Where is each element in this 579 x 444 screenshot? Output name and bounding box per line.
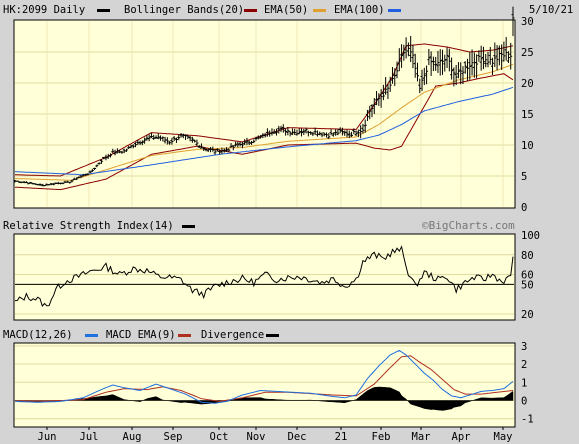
macd-legend-swatch: [85, 334, 98, 337]
price-overlays: [14, 43, 514, 191]
macd-signal-line: [15, 355, 514, 402]
x-tick-label: Nov: [247, 431, 266, 443]
x-tick-label: Dec: [288, 431, 307, 443]
x-tick-label: Jul: [80, 431, 99, 443]
macd-panel: [13, 342, 516, 428]
legend-ema100-label: EMA(100): [334, 4, 385, 16]
macd-ema-legend-swatch: [178, 334, 191, 337]
legend-ema100-swatch: [388, 9, 401, 12]
rsi-title: Relative Strength Index(14): [3, 220, 174, 232]
x-tick-label: Oct: [210, 431, 229, 443]
macd-tick-label: 0: [521, 395, 527, 407]
rsi-tick-label: 80: [521, 250, 534, 262]
macd-tick-label: 2: [521, 359, 527, 371]
rsi-tick-label: 20: [521, 309, 534, 321]
divergence-legend-swatch: [266, 334, 279, 337]
price-tick-label: 5: [521, 171, 527, 183]
price-tick-label: 25: [521, 47, 534, 59]
rsi-tick-label: 100: [521, 230, 540, 242]
macd-line: [14, 349, 514, 404]
rsi-gridlines: [15, 254, 514, 315]
macd-ema-legend-label: MACD EMA(9): [106, 329, 176, 341]
bigcharts-credit: ©BigCharts.com: [422, 219, 515, 232]
x-tick-label: Mar: [412, 431, 431, 443]
x-axis: Jun Jul Aug Sep Oct Nov Dec 21 Feb Mar Apr May: [38, 427, 513, 443]
rsi-tick-label: 50: [521, 279, 534, 291]
ema100-line: [14, 86, 514, 176]
macd-histogram: [14, 386, 514, 411]
rsi-lines: [14, 245, 514, 307]
x-tick-label: Apr: [452, 431, 471, 443]
divergence-legend-label: Divergence: [201, 329, 264, 341]
price-bars: [13, 6, 515, 187]
legend-ema50-swatch: [313, 9, 326, 12]
x-tick-label: Sep: [164, 431, 183, 443]
divergence-histogram: [14, 386, 514, 411]
macd-y-axis: -1 0 1 2 3: [521, 341, 534, 426]
chart-date: 5/10/21: [529, 4, 573, 16]
macd-tick-label: 1: [521, 377, 527, 389]
price-tick-label: 10: [521, 140, 534, 152]
legend-bollinger-label: Bollinger Bands(20): [124, 4, 244, 16]
rsi-panel: [13, 233, 516, 321]
price-tick-label: 20: [521, 78, 534, 90]
macd-lines: [14, 349, 514, 404]
x-tick-label: May: [494, 431, 513, 443]
price-tick-label: 30: [521, 16, 534, 28]
price-y-axis: 0 5 10 15 20 25 30: [521, 16, 534, 214]
x-tick-label: Aug: [123, 431, 142, 443]
macd-tick-label: -1: [521, 414, 534, 426]
ticker-label: HK:2099 Daily: [3, 4, 85, 16]
price-tick-label: 15: [521, 109, 534, 121]
legend-bollinger-swatch: [244, 9, 257, 12]
ticker-legend-swatch: [97, 9, 110, 12]
x-tick-label: Jun: [38, 431, 57, 443]
legend-ema50-label: EMA(50): [264, 4, 308, 16]
x-tick-label: 21: [335, 431, 348, 443]
rsi-tick-label: 60: [521, 270, 534, 282]
x-tick-label: Feb: [372, 431, 391, 443]
rsi-line: [14, 245, 514, 307]
macd-tick-label: 3: [521, 341, 527, 353]
price-tick-label: 0: [521, 202, 527, 214]
rsi-legend-swatch: [182, 225, 195, 228]
macd-legend-label: MACD(12,26): [3, 329, 73, 341]
